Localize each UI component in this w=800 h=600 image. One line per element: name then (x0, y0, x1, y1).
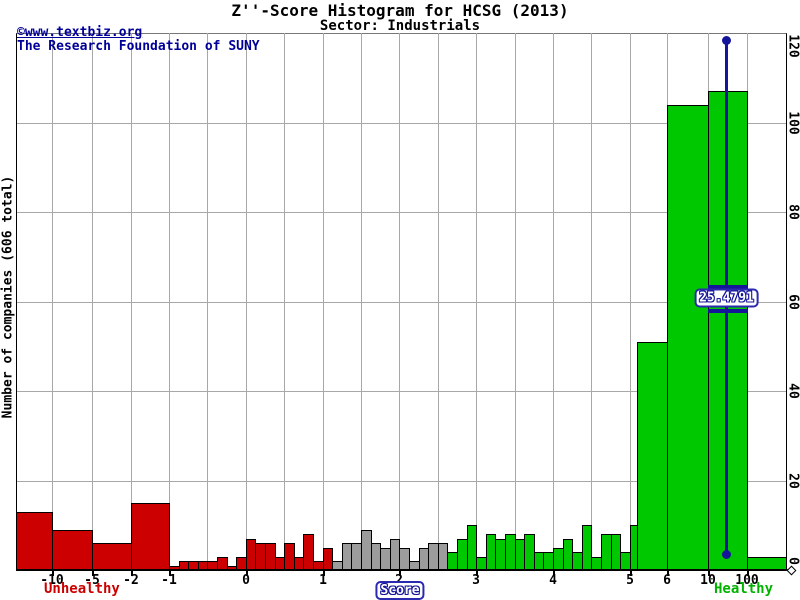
x-tick-label: 6 (663, 573, 671, 588)
x-tick-mark (52, 571, 54, 576)
histogram-bar (52, 530, 93, 571)
vertical-gridline (361, 33, 362, 570)
x-tick-label: 5 (626, 573, 634, 588)
vertical-gridline (438, 33, 439, 570)
y-tick-label: 0 (785, 557, 800, 565)
y-tick-label: 40 (785, 383, 800, 399)
x-tick-mark (131, 571, 133, 576)
horizontal-gridline (17, 123, 786, 124)
vertical-gridline (284, 33, 285, 570)
vertical-gridline (52, 33, 53, 570)
vertical-gridline (169, 33, 170, 570)
y-tick-label: 120 (785, 34, 800, 58)
x-tick-mark (92, 571, 94, 576)
x-tick-label: -1 (161, 573, 177, 588)
vertical-gridline (476, 33, 477, 570)
x-tick-label: 10 (700, 573, 716, 588)
y-axis-label: Number of companies (606 total) (0, 175, 16, 419)
x-tick-mark (169, 571, 171, 576)
x-tick-label: 1 (319, 573, 327, 588)
vertical-gridline (399, 33, 400, 570)
y-tick-label: 20 (785, 473, 800, 489)
horizontal-gridline (17, 481, 786, 482)
vertical-gridline (246, 33, 247, 570)
vertical-gridline (131, 33, 132, 570)
y-tick-label: 100 (785, 111, 800, 135)
horizontal-gridline (17, 391, 786, 392)
histogram-bar (667, 105, 709, 571)
marker-value-label: 25.4791 (694, 288, 759, 308)
x-tick-label: -10 (40, 573, 64, 588)
histogram-bar (708, 91, 748, 571)
histogram-bar (131, 503, 170, 571)
x-tick-mark (747, 571, 749, 576)
x-tick-label: 2 (395, 573, 403, 588)
x-tick-label: 100 (735, 573, 759, 588)
vertical-gridline (553, 33, 554, 570)
vertical-gridline (591, 33, 592, 570)
marker-top-dot (722, 36, 731, 45)
chart-title: Z''-Score Histogram for HCSG (2013) (231, 1, 569, 20)
marker-upper-whisker (708, 285, 748, 289)
y-tick-label: 80 (785, 204, 800, 220)
vertical-gridline (323, 33, 324, 570)
marker-bottom-dot (722, 550, 731, 559)
x-tick-mark (246, 571, 248, 576)
x-tick-label: -2 (123, 573, 139, 588)
unhealthy-caption: Unhealthy (44, 581, 120, 597)
x-tick-mark (553, 571, 555, 576)
vertical-gridline (515, 33, 516, 570)
plot-area (16, 33, 787, 570)
watermark-attribution: The Research Foundation of SUNY (17, 39, 260, 54)
histogram-bar (16, 512, 53, 571)
chart-subtitle: Sector: Industrials (319, 18, 481, 34)
marker-lower-whisker (708, 309, 748, 313)
horizontal-gridline (17, 212, 786, 213)
x-tick-mark (399, 571, 401, 576)
x-tick-label: 0 (242, 573, 250, 588)
horizontal-gridline (17, 302, 786, 303)
y-tick-label: 60 (785, 294, 800, 310)
x-axis-label: Score (375, 581, 425, 600)
axis-endcap-diamond (786, 565, 797, 576)
x-tick-label: 3 (472, 573, 480, 588)
histogram-bar (637, 342, 668, 571)
x-tick-mark (667, 571, 669, 576)
x-tick-mark (630, 571, 632, 576)
histogram-bar (92, 543, 132, 571)
vertical-gridline (207, 33, 208, 570)
x-tick-mark (323, 571, 325, 576)
healthy-caption: Healthy (714, 581, 774, 597)
vertical-gridline (630, 33, 631, 570)
x-tick-mark (708, 571, 710, 576)
x-tick-label: 4 (549, 573, 557, 588)
watermark-link[interactable]: ©www.textbiz.org (17, 25, 143, 40)
x-tick-mark (476, 571, 478, 576)
x-tick-label: -5 (84, 573, 100, 588)
vertical-gridline (92, 33, 93, 570)
x-axis-line (16, 569, 792, 571)
